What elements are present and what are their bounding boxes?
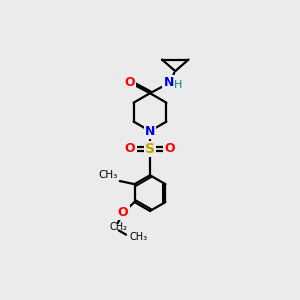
Text: O: O bbox=[125, 142, 135, 155]
Text: H: H bbox=[174, 80, 183, 90]
Text: O: O bbox=[124, 76, 135, 89]
Text: N: N bbox=[145, 124, 155, 138]
Text: CH₃: CH₃ bbox=[129, 232, 147, 242]
Text: CH₂: CH₂ bbox=[110, 222, 128, 232]
Text: O: O bbox=[165, 142, 175, 155]
Text: S: S bbox=[145, 142, 155, 156]
Text: O: O bbox=[118, 206, 128, 219]
Text: N: N bbox=[164, 76, 174, 89]
Text: CH₃: CH₃ bbox=[98, 170, 118, 180]
